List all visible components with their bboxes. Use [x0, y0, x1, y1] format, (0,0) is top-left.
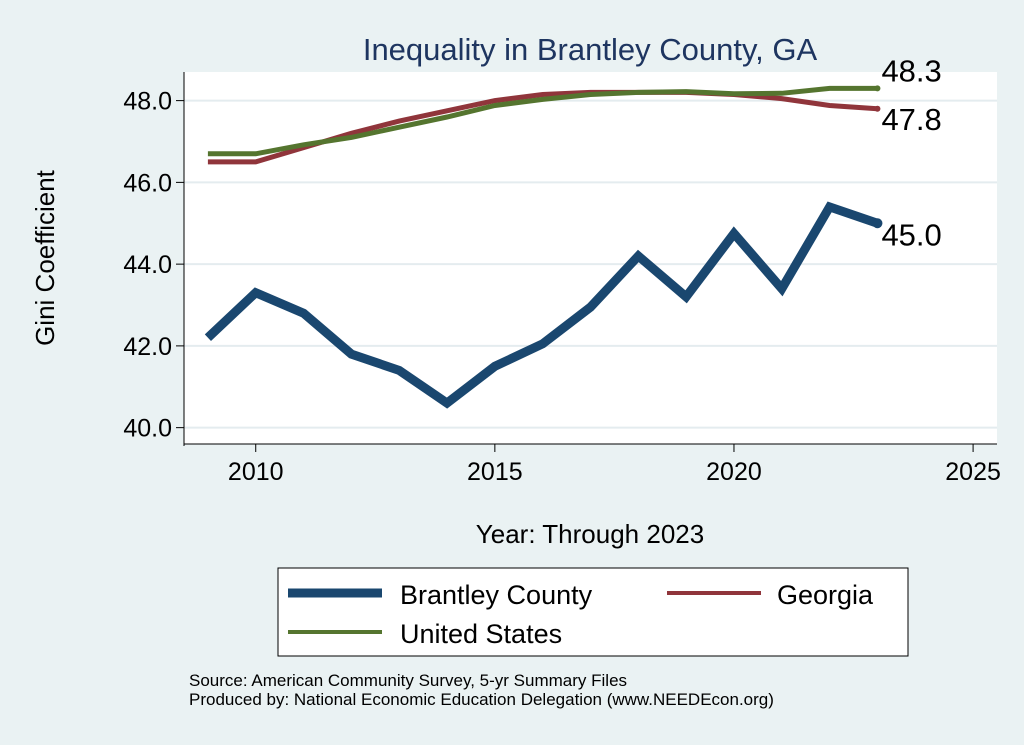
legend-box — [277, 567, 909, 657]
y-axis-title: Gini Coefficient — [30, 169, 60, 346]
series-end-marker-united-states — [874, 85, 881, 92]
series-line-united-states — [207, 85, 878, 157]
end-label-brantley-county: 45.0 — [881, 217, 941, 252]
x-tick-label: 2015 — [467, 458, 523, 486]
series-line-brantley-county — [204, 201, 879, 409]
end-labels: 45.0 47.8 48.3 — [881, 53, 941, 252]
end-label-united-states: 48.3 — [881, 53, 941, 88]
x-axis-title: Year: Through 2023 — [476, 519, 704, 549]
series-end-marker-georgia — [874, 105, 881, 112]
series-end-marker-brantley-county — [872, 218, 883, 229]
x-tick-label: 2025 — [945, 458, 1001, 486]
y-tick-label: 44.0 — [123, 251, 172, 279]
source-note: Source: American Community Survey, 5-yr … — [189, 671, 628, 690]
y-tick-label: 40.0 — [123, 415, 172, 443]
legend-label-georgia: Georgia — [777, 580, 874, 610]
y-tick-label: 46.0 — [123, 169, 172, 197]
y-tick-label: 42.0 — [123, 333, 172, 361]
producer-note: Produced by: National Economic Education… — [189, 690, 774, 709]
legend: Brantley County Georgia United States — [277, 567, 909, 657]
y-tick-label: 48.0 — [123, 88, 172, 116]
x-tick-label: 2010 — [228, 458, 284, 486]
legend-label-brantley-county: Brantley County — [400, 580, 593, 610]
plot-area — [184, 72, 997, 444]
end-label-georgia: 47.8 — [881, 102, 941, 137]
source-notes: Source: American Community Survey, 5-yr … — [189, 671, 774, 709]
y-axis: 40.0 42.0 44.0 46.0 48.0 — [123, 72, 185, 446]
chart-title: Inequality in Brantley County, GA — [363, 32, 818, 67]
legend-label-united-states: United States — [400, 619, 562, 649]
grid-lines — [184, 99, 997, 429]
series-lines — [204, 85, 883, 409]
x-tick-label: 2020 — [706, 458, 762, 486]
x-axis: 2010 2015 2020 2025 — [184, 443, 1001, 486]
